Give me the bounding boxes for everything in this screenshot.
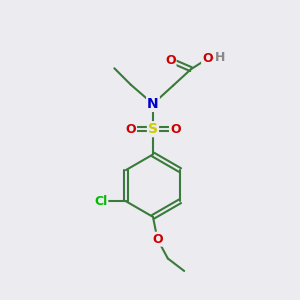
Text: N: N	[147, 97, 159, 111]
Text: O: O	[125, 123, 136, 136]
Text: O: O	[165, 54, 175, 67]
Text: O: O	[152, 233, 163, 246]
Text: O: O	[170, 123, 181, 136]
Text: Cl: Cl	[94, 195, 107, 208]
Text: O: O	[202, 52, 213, 65]
Text: H: H	[215, 51, 225, 64]
Text: S: S	[148, 122, 158, 136]
